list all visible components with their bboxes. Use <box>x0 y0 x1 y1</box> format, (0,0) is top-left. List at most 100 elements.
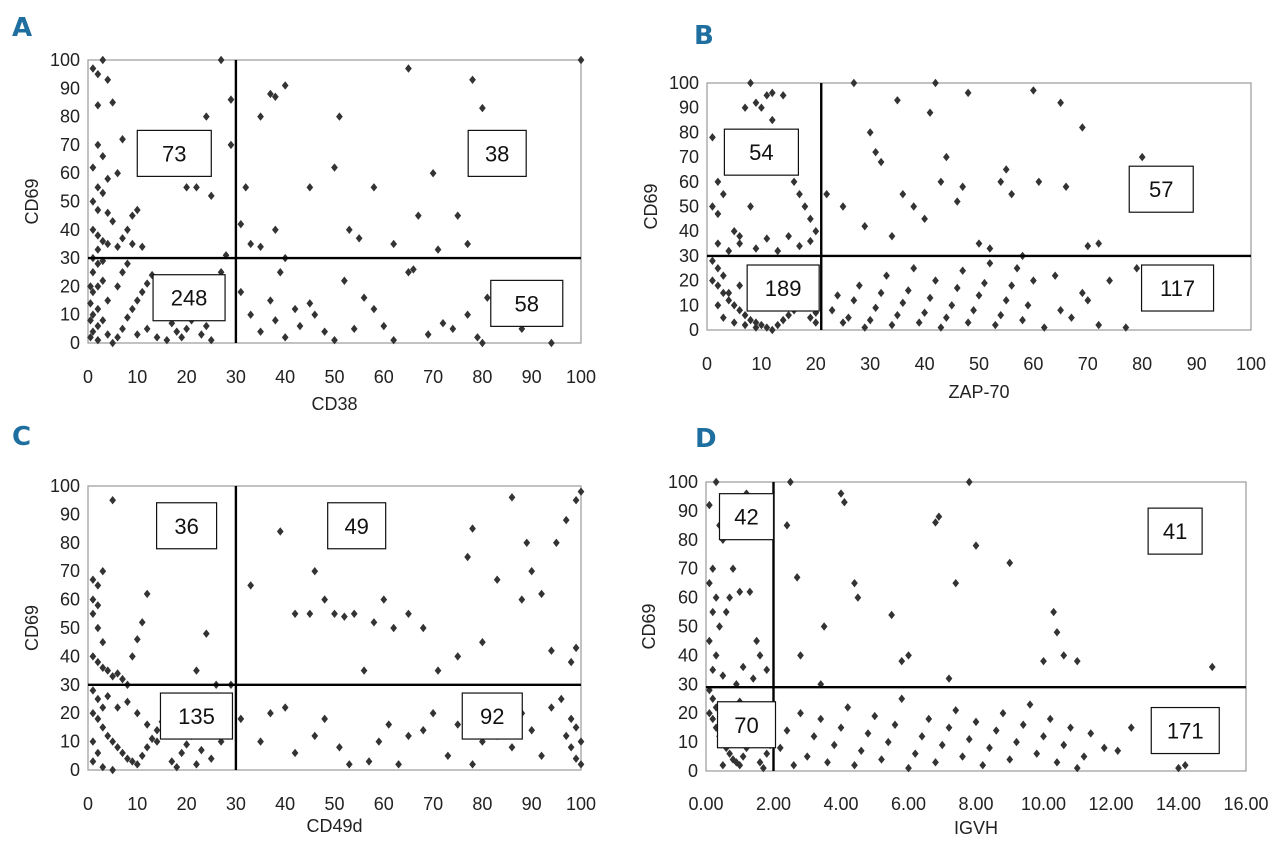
data-point <box>89 709 97 718</box>
data-point <box>124 225 131 234</box>
data-point <box>370 304 378 314</box>
data-point <box>905 763 912 773</box>
data-point <box>1087 729 1095 738</box>
data-point <box>736 587 744 597</box>
x-tick-label: 14.00 <box>1156 794 1201 814</box>
data-point <box>877 157 885 167</box>
data-point <box>736 239 743 248</box>
y-tick-label: 0 <box>689 320 699 340</box>
x-tick-label: 80 <box>472 367 492 387</box>
data-point <box>119 324 126 334</box>
data-point <box>94 694 102 704</box>
quadrant-count-box <box>746 264 820 312</box>
data-point <box>712 593 720 602</box>
data-point <box>736 231 743 241</box>
data-point <box>493 575 501 584</box>
data-point <box>133 296 141 305</box>
data-point <box>454 211 462 220</box>
data-point <box>758 103 765 112</box>
y-tick-label: 0 <box>688 761 698 781</box>
data-point <box>99 55 107 65</box>
data-point <box>276 527 284 536</box>
data-point <box>760 763 767 773</box>
x-tick-label: 30 <box>226 367 246 387</box>
data-point <box>119 674 126 684</box>
y-axis-title: CD69 <box>22 178 42 224</box>
y-tick-label: 70 <box>679 147 699 167</box>
data-point <box>291 304 299 314</box>
data-point <box>741 320 749 330</box>
y-tick-label: 0 <box>70 333 80 353</box>
data-point <box>1053 628 1061 637</box>
data-point <box>1053 758 1061 767</box>
data-point <box>709 694 717 703</box>
data-point <box>959 266 967 275</box>
y-tick-label: 60 <box>60 590 80 610</box>
x-tick-label: 0 <box>83 794 93 814</box>
data-point <box>104 208 112 218</box>
data-point <box>763 323 771 332</box>
data-point <box>921 308 928 317</box>
data-point <box>965 477 973 487</box>
data-point <box>1040 323 1048 332</box>
data-point <box>370 183 378 192</box>
data-point <box>785 231 792 241</box>
quadrant-count-box <box>723 128 800 176</box>
y-tick-label: 90 <box>60 504 80 524</box>
data-point <box>712 703 720 712</box>
data-point <box>730 301 738 310</box>
data-point <box>99 762 107 772</box>
data-point <box>429 709 437 718</box>
data-point <box>1067 723 1074 732</box>
data-point <box>414 211 422 220</box>
data-point <box>714 177 722 186</box>
data-point <box>1002 165 1010 174</box>
data-point <box>227 140 235 150</box>
x-tick-label: 60 <box>1023 354 1043 374</box>
data-point <box>986 259 994 268</box>
data-point <box>1095 239 1103 248</box>
data-point <box>712 651 720 660</box>
data-point <box>937 323 945 332</box>
x-tick-label: 100 <box>566 794 596 814</box>
data-point <box>331 335 338 345</box>
data-point <box>548 646 555 655</box>
data-point <box>257 242 264 251</box>
data-point <box>296 321 304 331</box>
quadrant-count-label: 49 <box>344 514 368 539</box>
y-tick-label: 20 <box>679 271 699 291</box>
quadrant-count-box <box>490 279 564 327</box>
data-point <box>124 259 131 268</box>
data-point <box>434 245 442 254</box>
data-point <box>1181 761 1189 770</box>
data-point <box>820 622 828 631</box>
data-point <box>714 281 722 290</box>
data-point <box>464 310 471 319</box>
x-tick-label: 40 <box>275 367 295 387</box>
quadrant-count-box <box>1128 165 1194 213</box>
y-tick-label: 80 <box>60 107 80 127</box>
y-tick-label: 70 <box>678 559 698 579</box>
data-point <box>1106 276 1113 285</box>
data-point <box>94 321 102 331</box>
data-point <box>124 313 131 322</box>
data-point <box>99 663 107 672</box>
data-point <box>918 732 926 741</box>
data-point <box>741 310 749 320</box>
data-point <box>114 743 121 752</box>
data-point <box>405 609 412 618</box>
data-point <box>736 761 744 770</box>
panel-a: A 0 10 20 30 40 50 60 70 80 90 100 0 10 20 30 40 50 60 70 80… <box>12 13 596 414</box>
panel-c: C 0 10 20 30 40 50 60 70 80 90 100 0 10 20 30 40 50 60 70 80… <box>12 422 596 836</box>
data-point <box>306 299 314 308</box>
data-point <box>709 256 716 266</box>
data-point <box>722 607 730 617</box>
data-point <box>959 752 966 761</box>
data-point <box>143 589 151 599</box>
data-point <box>237 219 245 229</box>
data-point <box>709 607 717 617</box>
data-point <box>390 239 398 249</box>
data-point <box>932 78 939 88</box>
data-point <box>94 231 102 240</box>
data-point <box>776 743 784 753</box>
